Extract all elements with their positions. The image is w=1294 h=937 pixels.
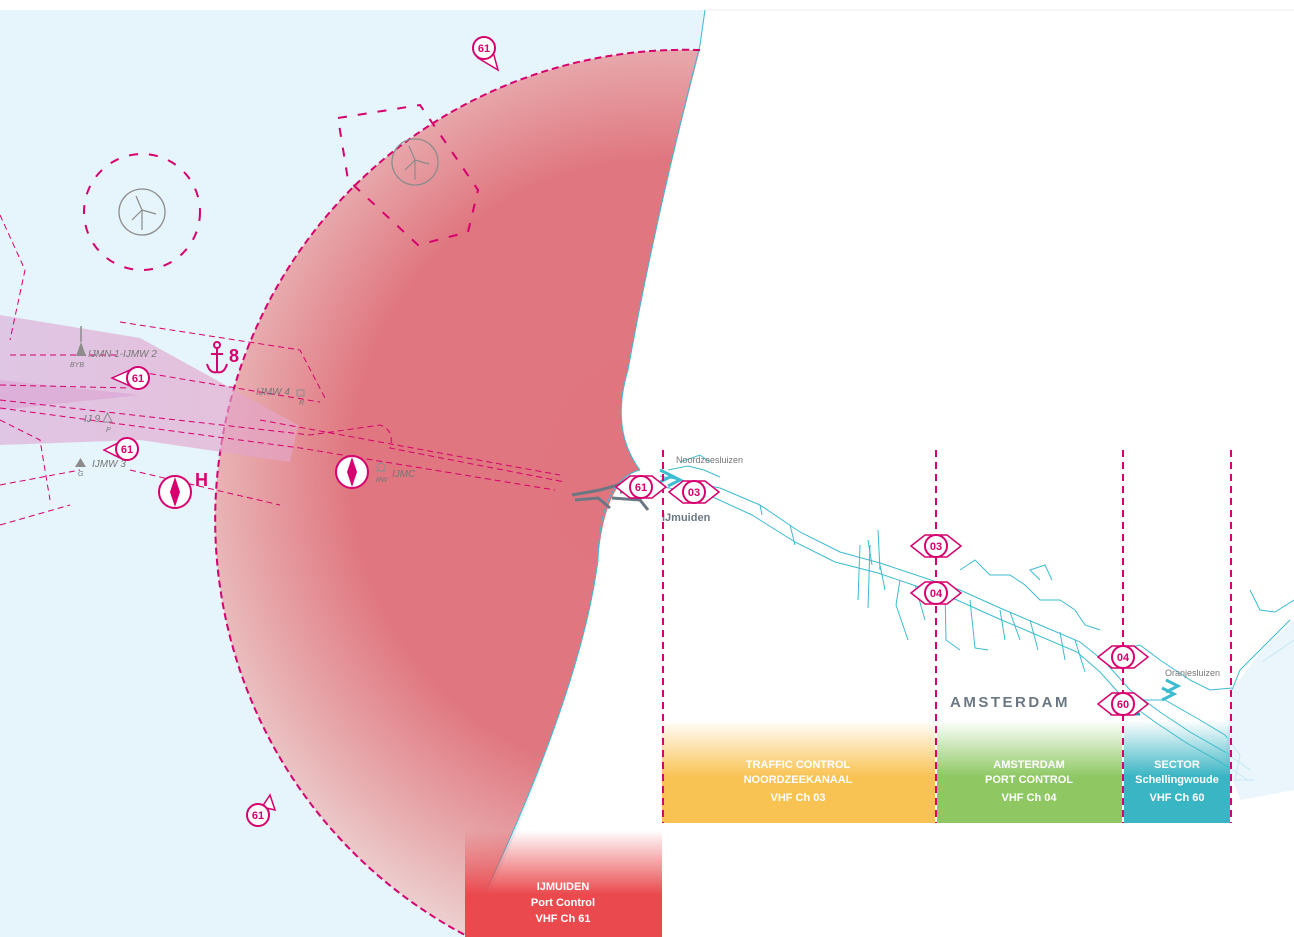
sector-boundaries <box>662 450 1232 823</box>
buoy-label-ijmc: IJMC <box>392 469 416 480</box>
buoy-ijmw4 <box>296 389 305 397</box>
sector-schellingwoude-line3: VHF Ch 60 <box>1149 792 1204 804</box>
coastline <box>620 9 706 471</box>
buoy-label-ij9: IJ 9 <box>84 414 101 425</box>
sector-traffic-line1: TRAFFIC CONTROL <box>746 759 851 771</box>
channel-marker-boundary-04b-label: 04 <box>1117 652 1130 664</box>
buoy-ijmn1 <box>76 326 86 356</box>
sector-ijmuiden-line2: Port Control <box>531 897 595 909</box>
channel-marker-boundary-03: 03 <box>909 534 963 558</box>
ijmeer-water <box>1225 620 1294 800</box>
channel-marker-west-upper: 61 <box>110 366 150 390</box>
compass-diamond-icon <box>158 475 192 509</box>
sector-schellingwoude-label: SECTOR Schellingwoude VHF Ch 60 <box>1135 759 1219 804</box>
channel-marker-noordzeesluizen: 03 <box>667 480 721 504</box>
anchor-icon <box>206 341 228 374</box>
pilot-station-letter: H <box>195 470 208 490</box>
traffic-lane-band-2 <box>0 380 140 410</box>
sector-amsterdam-label: AMSTERDAM PORT CONTROL VHF Ch 04 <box>985 759 1073 804</box>
place-oranjesluizen: Oranjesluizen <box>1165 668 1220 678</box>
channel-marker-west-lower-label: 61 <box>121 444 133 456</box>
sector-ijmuiden-line1: IJMUIDEN <box>537 881 590 893</box>
buoy-label-byb: BYB <box>70 362 84 369</box>
channel-marker-noordzeesluizen-label: 03 <box>688 487 700 499</box>
channel-marker-oranjesluizen: 60 <box>1096 692 1150 716</box>
channel-marker-top-label: 61 <box>478 43 490 55</box>
channel-marker-oranjesluizen-label: 60 <box>1117 699 1129 711</box>
channel-marker-boundary-04: 04 <box>909 581 963 605</box>
channel-marker-west-lower: 61 <box>102 437 139 461</box>
anchorage-number: 8 <box>229 346 239 366</box>
buoy-label-rw: RW <box>376 477 389 484</box>
sector-ijmuiden-label: IJMUIDEN Port Control VHF Ch 61 <box>531 881 595 925</box>
buoy-label-ijmn1: IJMN 1-IJMW 2 <box>88 349 157 360</box>
wind-turbine-icon <box>404 145 430 180</box>
buoy-label-ijmw3: IJMW 3 <box>92 459 126 470</box>
ijmuiden-radar-zone <box>215 49 700 935</box>
channel-marker-boundary-04b: 04 <box>1096 645 1150 669</box>
place-amsterdam: AMSTERDAM <box>950 694 1070 711</box>
compass-diamond-icon <box>335 455 369 489</box>
sector-amsterdam-line2: PORT CONTROL <box>985 774 1073 786</box>
sector-schellingwoude-fill <box>1124 720 1230 823</box>
buoy-ij9 <box>102 411 113 423</box>
sector-traffic-line2: NOORDZEEKANAAL <box>744 774 853 786</box>
buoy-label-p: P <box>106 427 111 434</box>
sector-amsterdam-line1: AMSTERDAM <box>993 759 1065 771</box>
channel-marker-boundary-03-label: 03 <box>930 541 942 553</box>
buoy-ijmw3 <box>75 458 86 467</box>
buoy-label-ijmw4: IJMW 4 <box>256 387 290 398</box>
place-ijmuiden: IJmuiden <box>662 512 711 524</box>
sector-ijmuiden-line3: VHF Ch 61 <box>535 913 590 925</box>
channel-marker-west-upper-label: 61 <box>132 373 144 385</box>
channel-marker-top: 61 <box>472 36 500 72</box>
wind-farm-right <box>336 103 480 247</box>
sector-amsterdam-line3: VHF Ch 04 <box>1001 792 1057 804</box>
oranjesluizen-locks <box>1161 678 1182 702</box>
wind-turbine-icon <box>131 195 157 230</box>
coastline-south <box>464 469 641 936</box>
channel-marker-harbour-label: 61 <box>635 482 647 494</box>
sector-traffic-fill <box>662 720 935 823</box>
sector-schellingwoude-line2: Schellingwoude <box>1135 774 1219 786</box>
channel-marker-boundary-04-label: 04 <box>930 588 943 600</box>
buoy-ijmc <box>376 462 386 472</box>
sector-amsterdam-fill <box>937 720 1122 823</box>
sector-ijmuiden-fill <box>465 830 662 937</box>
sector-traffic-line3: VHF Ch 03 <box>770 792 825 804</box>
channel-marker-south: 61 <box>246 793 277 827</box>
wind-farm-left <box>83 153 201 271</box>
channel-marker-south-label: 61 <box>252 810 264 822</box>
traffic-separation-lines <box>0 214 566 526</box>
channel-marker-harbour: 61 <box>614 475 668 499</box>
buoy-label-r: R <box>299 400 304 407</box>
place-noordzeesluizen: Noordzeesluizen <box>676 455 743 465</box>
sector-schellingwoude-line1: SECTOR <box>1154 759 1200 771</box>
sector-traffic-label: TRAFFIC CONTROL NOORDZEEKANAAL VHF Ch 03 <box>744 759 853 804</box>
buoy-label-g: G <box>78 471 84 478</box>
